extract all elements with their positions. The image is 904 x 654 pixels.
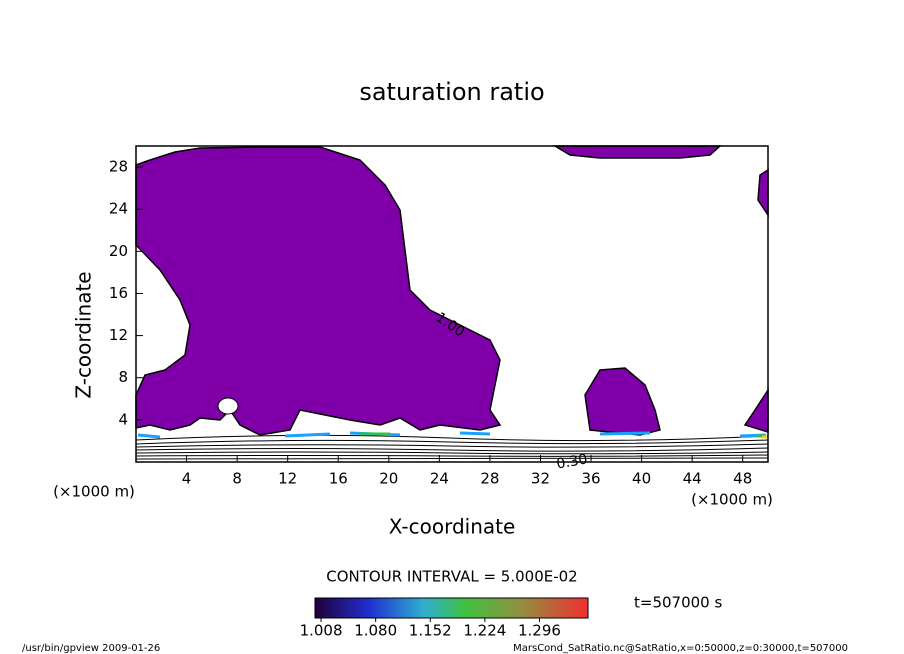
- x-tick-label: 24: [430, 470, 449, 488]
- y-tick-label: 24: [109, 200, 128, 218]
- colorbar-tick-label: 1.296: [518, 622, 561, 640]
- plot-frame: [135, 145, 769, 463]
- footer-left: /usr/bin/gpview 2009-01-26: [22, 643, 160, 654]
- chart-title: saturation ratio: [359, 78, 544, 106]
- colorbar-tick-label: 1.008: [300, 622, 343, 640]
- footer-right: MarsCond_SatRatio.nc@SatRatio,x=0:50000,…: [513, 643, 848, 654]
- y-tick-label: 20: [109, 242, 128, 260]
- x-tick-label: 40: [632, 470, 651, 488]
- y-tick-label: 12: [109, 326, 128, 344]
- y-tick-label: 8: [118, 368, 128, 386]
- x-tick-label: 4: [182, 470, 192, 488]
- y-tick-label: 16: [109, 284, 128, 302]
- x-tick-label: 12: [278, 470, 297, 488]
- x-tick-label: 8: [232, 470, 242, 488]
- colorbar-tick-label: 1.224: [463, 622, 506, 640]
- saturation-region: [584, 367, 661, 436]
- saturation-region: [135, 146, 502, 436]
- x-tick-label: 32: [531, 470, 550, 488]
- contour-label: 0.30: [555, 451, 588, 472]
- high-saturation-streaks: [137, 431, 767, 439]
- colorbar: [314, 597, 589, 619]
- saturation-region: [552, 145, 722, 159]
- x-tick-label: 36: [581, 470, 600, 488]
- x-tick-label: 28: [480, 470, 499, 488]
- colorbar-tick-label: 1.080: [354, 622, 397, 640]
- x-unit: (×1000 m): [691, 491, 773, 509]
- x-tick-label: 44: [683, 470, 702, 488]
- hole: [217, 397, 239, 415]
- y-axis-label: Z-coordinate: [72, 271, 96, 398]
- saturation-region: [757, 168, 769, 218]
- x-tick-label: 48: [733, 470, 752, 488]
- x-axis-label: X-coordinate: [389, 515, 516, 539]
- y-tick-label: 4: [118, 410, 128, 428]
- x-tick-label: 16: [329, 470, 348, 488]
- contour-interval: CONTOUR INTERVAL = 5.000E-02: [326, 568, 577, 586]
- y-unit: (×1000 m): [53, 483, 135, 501]
- plot-area: [135, 145, 769, 463]
- surface-contours: [135, 434, 769, 460]
- time-label: t=507000 s: [634, 594, 722, 612]
- colorbar-tick-label: 1.152: [409, 622, 452, 640]
- x-tick-label: 20: [379, 470, 398, 488]
- y-tick-label: 28: [109, 158, 128, 176]
- saturation-region: [743, 387, 769, 434]
